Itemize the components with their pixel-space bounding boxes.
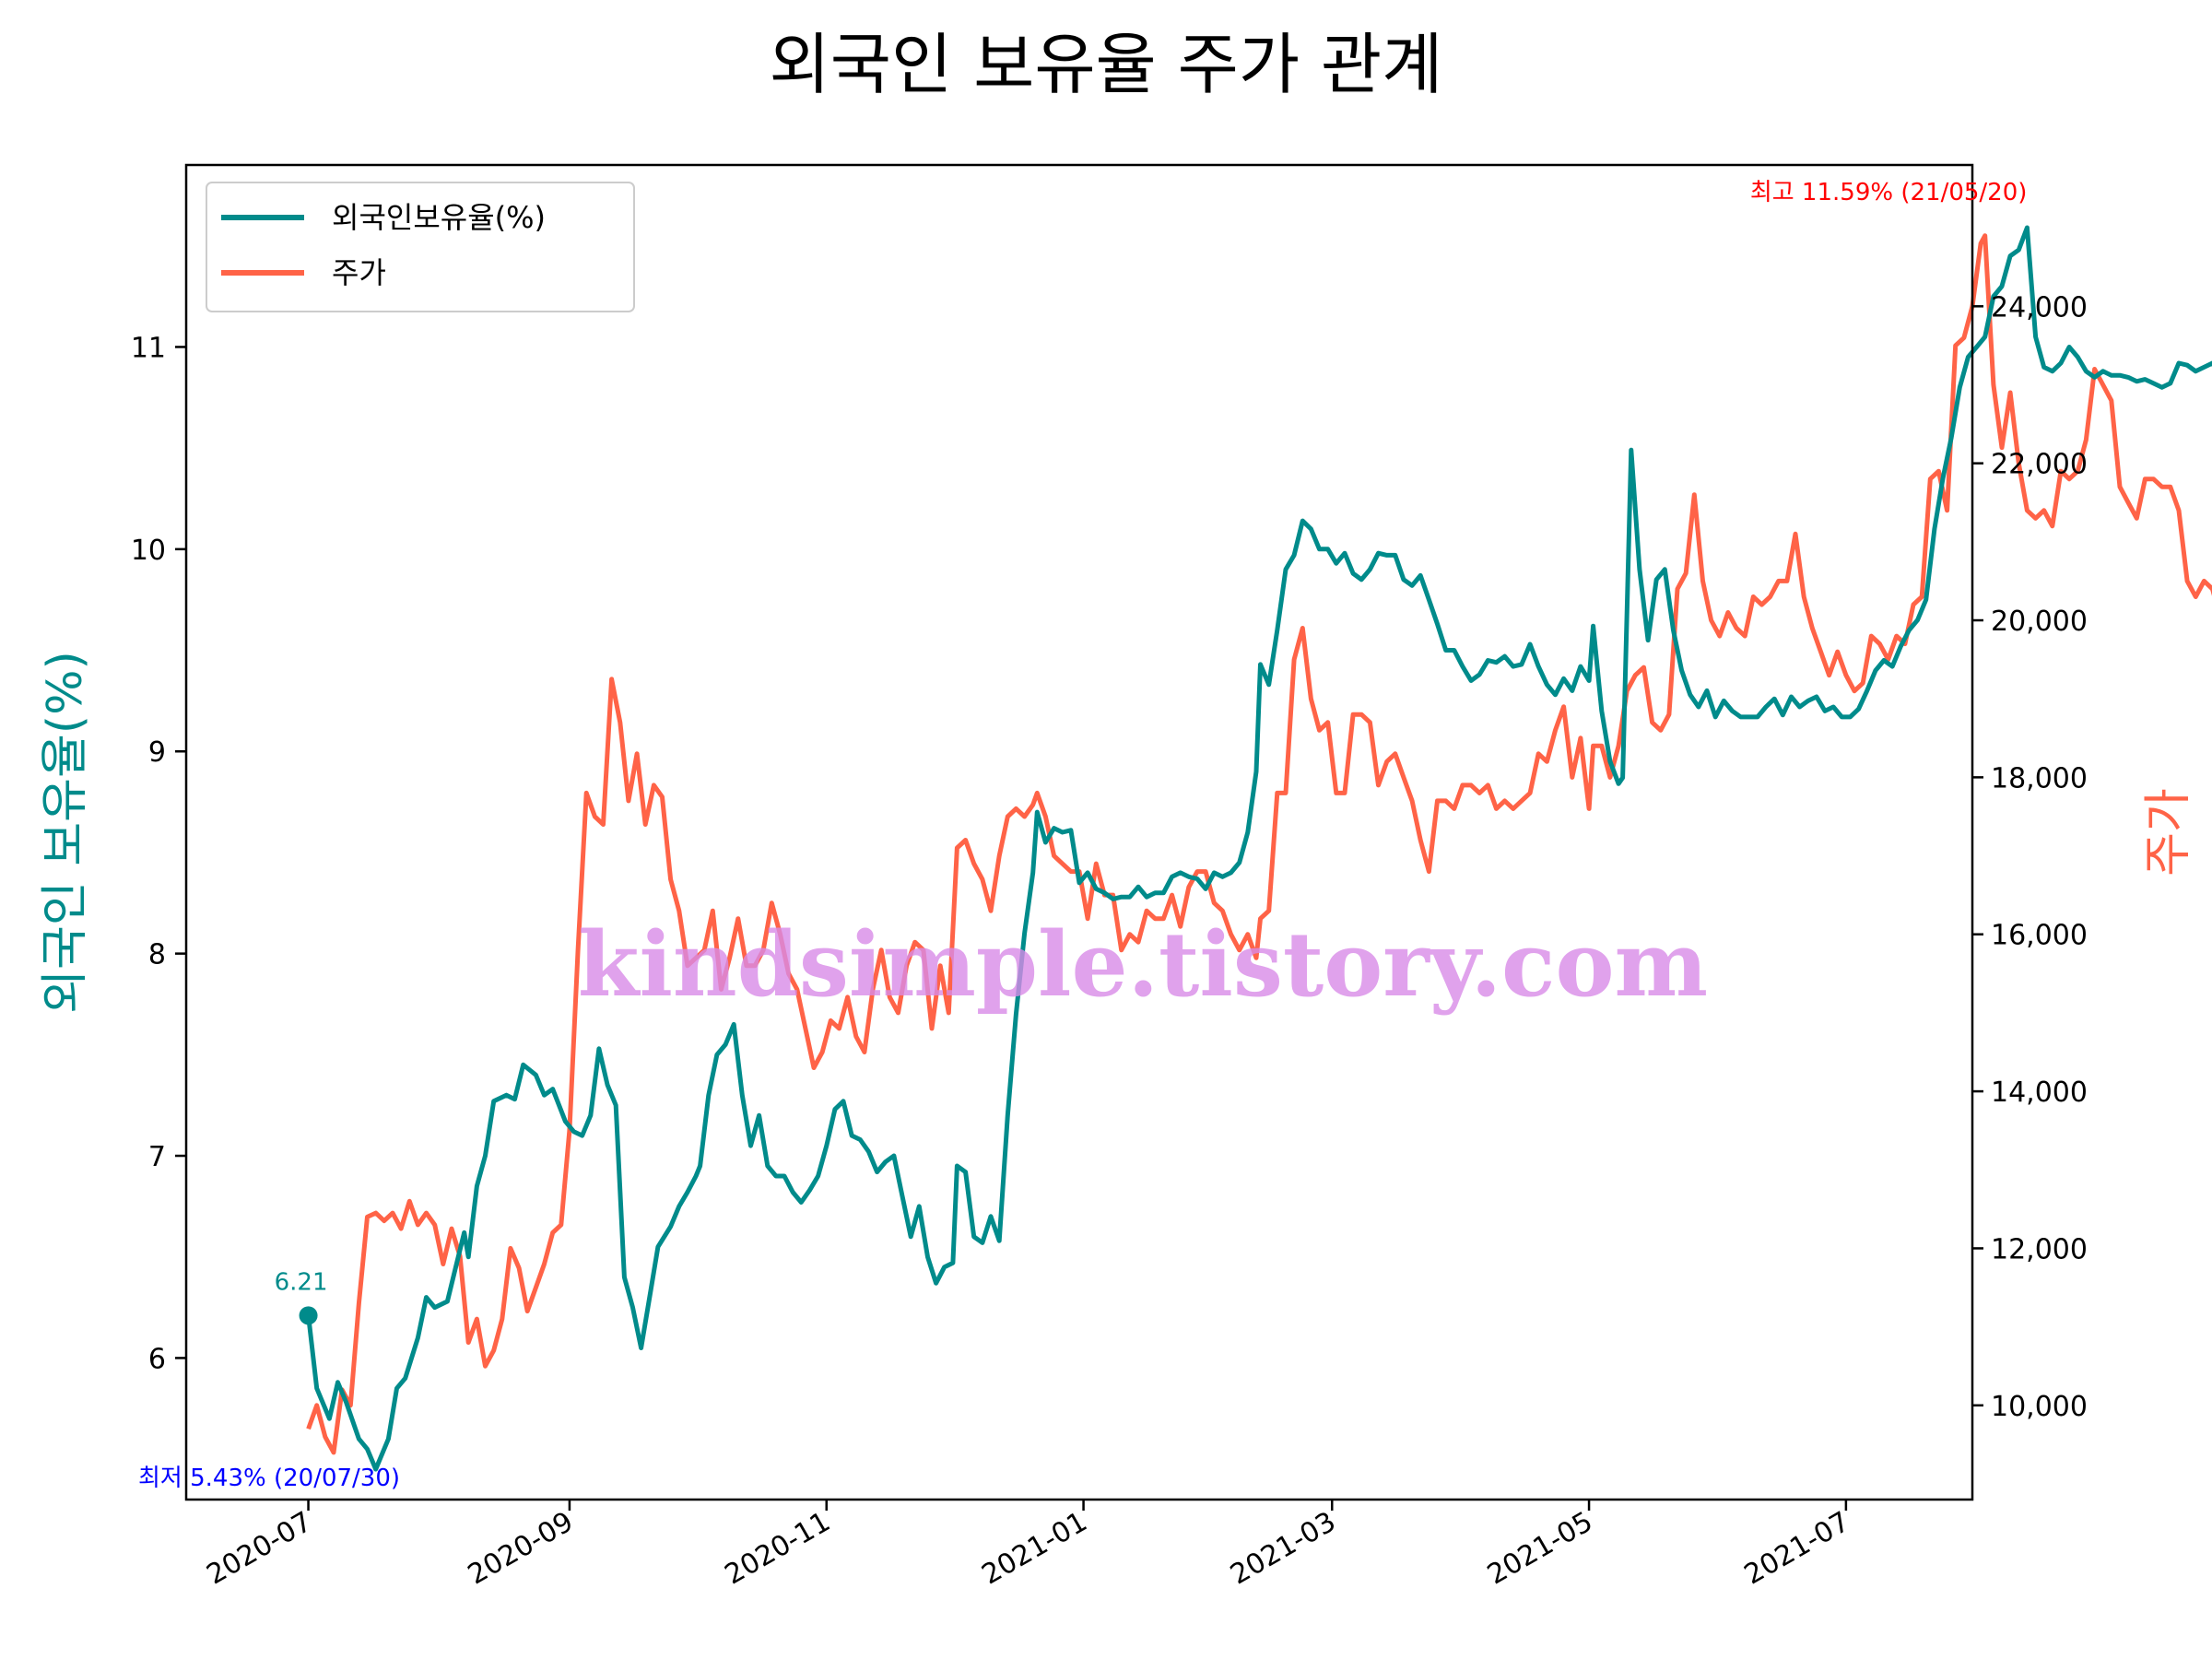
y-axis-right-label: 주가 (2141, 788, 2196, 877)
y-right-tick-label: 16,000 (1991, 920, 2088, 952)
x-tick-label: 2021-07 (1739, 1506, 1855, 1592)
y-right-tick-label: 22,000 (1991, 449, 2088, 481)
y-right-tick-label: 18,000 (1991, 762, 2088, 794)
y-right-tick-label: 20,000 (1991, 606, 2088, 638)
min-annotation: 최저 5.43% (20/07/30) (138, 1465, 400, 1492)
y-left-tick-label: 8 (148, 939, 166, 971)
x-tick-label: 2020-09 (463, 1506, 579, 1592)
chart-title: 외국인 보유율 주가 관계 (769, 26, 1442, 103)
start-point-marker (299, 1306, 318, 1325)
x-tick-label: 2021-05 (1482, 1506, 1598, 1592)
legend-label: 주가 (332, 255, 386, 290)
plot-frame (184, 163, 1974, 1501)
y-left-tick-label: 7 (148, 1141, 166, 1173)
x-tick-label: 2021-01 (977, 1506, 1093, 1592)
legend-box (206, 182, 635, 312)
x-tick-label: 2020-07 (201, 1506, 317, 1592)
y-right-tick-label: 10,000 (1991, 1391, 2088, 1423)
max-annotation: 최고 11.59% (21/05/20) (1750, 179, 2028, 206)
y-left-tick-label: 6 (148, 1343, 166, 1375)
y-left-tick-label: 10 (131, 535, 166, 567)
y-right-tick-label: 24,000 (1991, 291, 2088, 324)
series-line-price (306, 233, 2212, 1455)
x-tick-label: 2020-11 (720, 1506, 836, 1592)
y-left-tick-label: 11 (131, 332, 166, 364)
x-tick-label: 2021-03 (1225, 1506, 1341, 1592)
y-right-tick-label: 14,000 (1991, 1077, 2088, 1109)
legend-label: 외국인보유율(%) (332, 200, 546, 235)
y-axis-left-label: 외국인 보유율(%) (38, 651, 93, 1014)
watermark: kindsimple.tistory.com (578, 912, 1708, 1017)
start-value-label: 6.21 (275, 1268, 328, 1296)
series-line-foreign-ratio (306, 225, 2212, 1472)
y-right-tick-label: 12,000 (1991, 1233, 2088, 1265)
y-left-tick-label: 9 (148, 736, 166, 769)
